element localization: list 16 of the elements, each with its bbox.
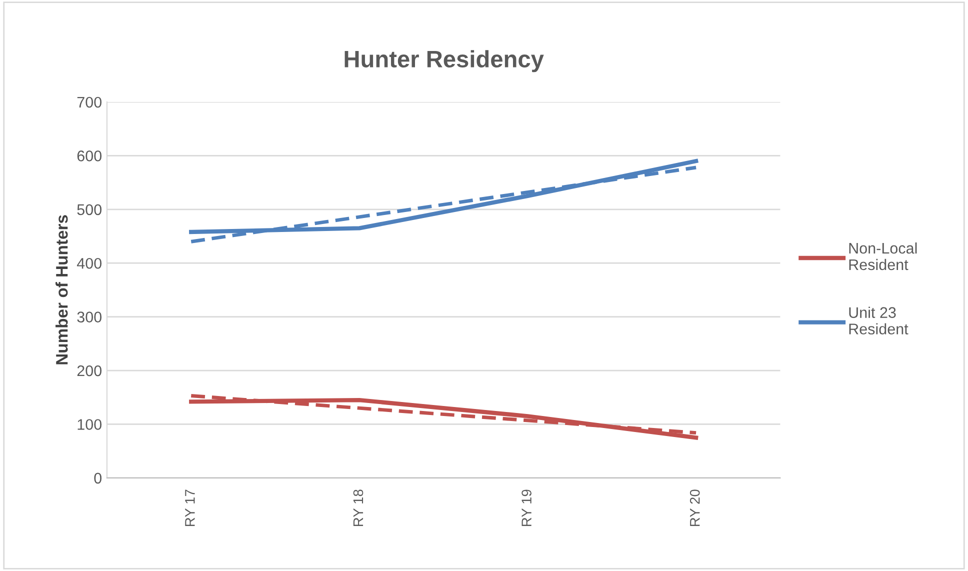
x-tick-label: RY 19 [522, 490, 532, 526]
y-tick-label: 400 [76, 258, 102, 269]
x-tick-label: RY 18 [353, 490, 364, 526]
y-tick-label: 700 [77, 96, 102, 108]
legend-label: Unit 23 Resident [849, 306, 908, 334]
chart-title: Hunter Residency [344, 50, 544, 72]
y-tick-label: 600 [77, 150, 102, 162]
y-tick-label: 500 [77, 204, 102, 216]
legend-label: Non-Local Resident [849, 242, 917, 270]
y-tick-label: 0 [94, 472, 102, 484]
y-axis-title: Number of Hunters [56, 215, 68, 364]
x-tick-label: RY 20 [690, 490, 700, 526]
x-tick-label: RY 17 [185, 490, 195, 526]
y-tick-label: 200 [77, 365, 102, 376]
y-tick-label: 100 [78, 419, 102, 430]
y-tick-label: 300 [77, 312, 102, 322]
